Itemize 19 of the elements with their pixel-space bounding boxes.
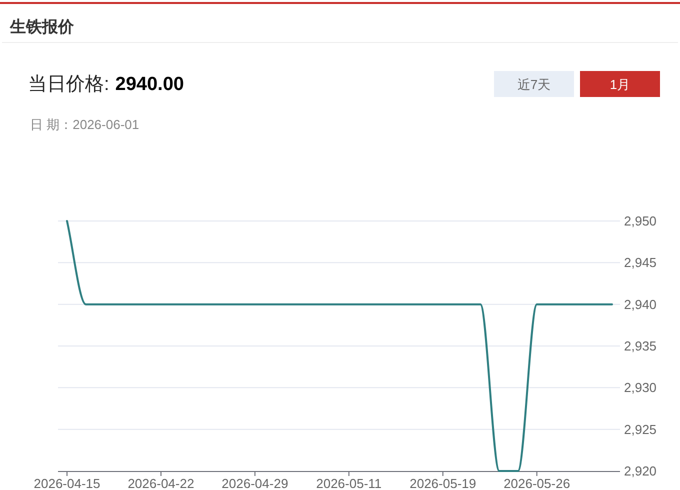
button: 近7天 (494, 71, 574, 97)
text: 2940.00 (115, 74, 184, 95)
y-tick-label: 2,940 (624, 296, 657, 312)
x-tick-label: 2026-04-15 (34, 476, 100, 490)
chart-title: 生铁报价 (9, 18, 75, 36)
y-tick-label: 2,920 (624, 464, 657, 478)
y-tick-label: 2,950 (624, 214, 657, 228)
x-tick-label: 2026-05-19 (410, 476, 476, 490)
x-tick-label: 2026-05-26 (504, 476, 570, 490)
text: 日 期：2026-06-01 (30, 117, 140, 132)
x-tick-label: 2026-05-11 (316, 476, 382, 490)
y-tick-label: 2,925 (624, 422, 657, 437)
y-tick-label: 2,935 (624, 338, 657, 354)
y-tick-label: 2,945 (624, 255, 657, 270)
text: 当日价格: (28, 74, 110, 95)
x-tick-label: 2026-04-29 (222, 476, 288, 490)
x-tick-label: 2026-04-22 (128, 476, 194, 490)
button: 1月 (580, 71, 660, 97)
y-tick-label: 2,930 (624, 380, 657, 396)
